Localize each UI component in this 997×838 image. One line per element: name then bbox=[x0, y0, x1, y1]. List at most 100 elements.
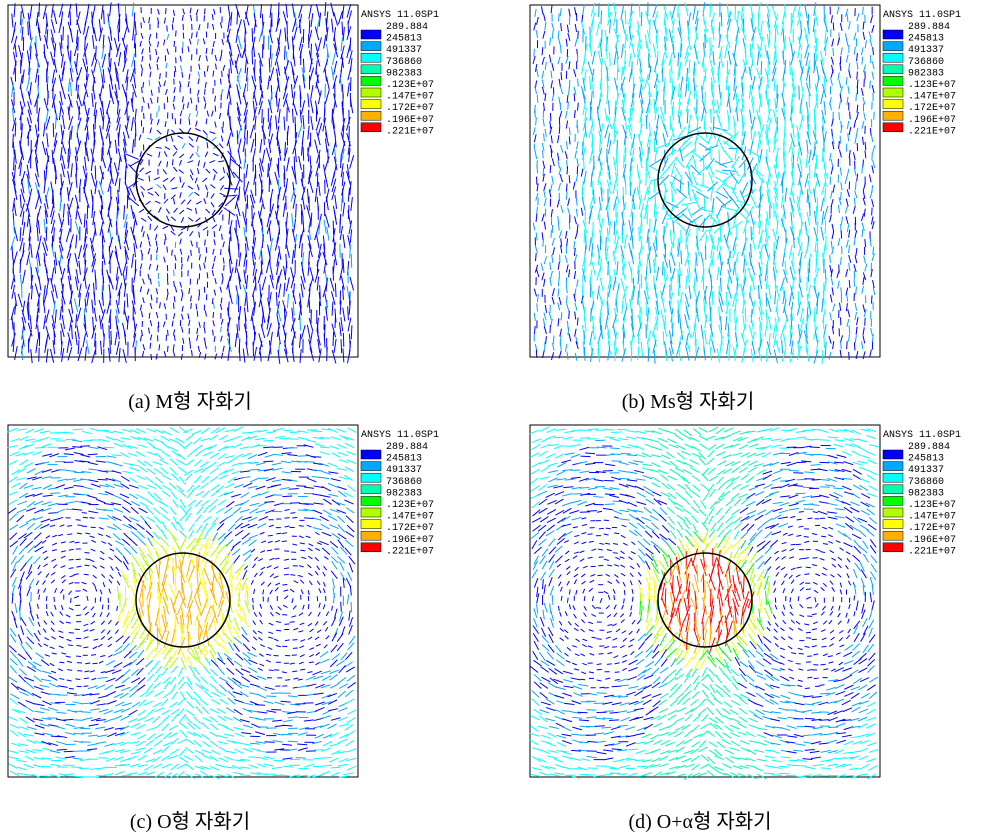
vector-plot: ANSYS 11.0SP1289.88424581349133773686098… bbox=[530, 2, 961, 364]
vector-arrow bbox=[172, 159, 173, 165]
vector-arrow bbox=[149, 80, 150, 86]
vector-arrow bbox=[351, 325, 352, 339]
vector-arrow bbox=[590, 34, 591, 48]
vector-arrow bbox=[769, 30, 770, 44]
vector-arrow bbox=[296, 204, 297, 218]
vector-arrow bbox=[608, 261, 609, 275]
legend-label: .147E+07 bbox=[908, 92, 956, 103]
vector-arrow bbox=[304, 504, 314, 505]
vector-arrow bbox=[175, 118, 176, 124]
vector-arrow bbox=[335, 283, 336, 297]
vector-arrow bbox=[221, 326, 222, 332]
vector-arrow bbox=[351, 602, 352, 612]
vector-arrow bbox=[833, 22, 834, 30]
vector-arrow bbox=[250, 469, 260, 470]
vector-arrow bbox=[196, 31, 197, 37]
vector-arrow bbox=[166, 8, 167, 14]
vector-arrow bbox=[614, 221, 615, 235]
vector-arrow bbox=[553, 30, 554, 38]
vector-arrow bbox=[536, 253, 537, 261]
vector-arrow bbox=[721, 92, 722, 106]
vector-arrow bbox=[104, 10, 105, 24]
vector-arrow bbox=[53, 123, 54, 137]
vector-arrow bbox=[292, 517, 297, 518]
legend-label: .172E+07 bbox=[386, 103, 434, 114]
legend-label: 245813 bbox=[908, 34, 944, 45]
vector-arrow bbox=[263, 461, 273, 462]
vector-arrow bbox=[317, 596, 318, 601]
vector-arrow bbox=[167, 279, 168, 285]
vector-arrow bbox=[872, 207, 873, 215]
legend-swatch bbox=[361, 76, 381, 85]
vector-arrow bbox=[20, 610, 21, 620]
vector-arrow bbox=[90, 518, 95, 519]
vector-arrow bbox=[793, 154, 794, 168]
legend-swatch bbox=[883, 53, 903, 62]
vector-arrow bbox=[76, 520, 81, 521]
legend-swatch bbox=[361, 42, 381, 51]
vector-arrow bbox=[816, 206, 817, 220]
vector-arrow bbox=[809, 75, 810, 89]
vector-arrow bbox=[290, 513, 295, 514]
legend-swatch bbox=[883, 123, 903, 132]
legend-swatch bbox=[883, 42, 903, 51]
vector-arrow bbox=[270, 198, 271, 212]
vector-arrow bbox=[173, 303, 174, 309]
vector-arrow bbox=[268, 535, 273, 536]
vector-arrow bbox=[199, 289, 200, 295]
vector-arrow bbox=[758, 156, 759, 170]
vector-arrow bbox=[857, 72, 858, 80]
vector-arrow bbox=[705, 34, 706, 48]
vector-arrow bbox=[264, 502, 274, 503]
vector-arrow bbox=[290, 575, 295, 576]
legend-swatch bbox=[361, 53, 381, 62]
vector-arrow bbox=[204, 8, 205, 14]
vector-arrow bbox=[559, 126, 560, 134]
vector-arrow bbox=[833, 48, 834, 56]
legend-label: 736860 bbox=[908, 57, 944, 68]
vector-arrow bbox=[67, 526, 72, 527]
vector-arrow bbox=[300, 550, 305, 551]
legend-label: .196E+07 bbox=[386, 115, 434, 126]
vector-arrow bbox=[84, 574, 89, 575]
vector-arrow bbox=[341, 339, 342, 353]
vector-arrow bbox=[174, 41, 175, 47]
vector-arrow bbox=[141, 22, 142, 28]
vector-arrow bbox=[333, 267, 334, 281]
vector-arrow bbox=[142, 70, 143, 76]
vector-arrow bbox=[197, 311, 198, 317]
vector-arrow bbox=[111, 331, 112, 345]
vector-arrow bbox=[825, 42, 826, 56]
vector-arrow bbox=[269, 58, 270, 72]
vector-arrow bbox=[631, 347, 632, 361]
legend-swatch bbox=[883, 88, 903, 97]
caption: (b) Ms형 자화기 bbox=[622, 390, 755, 413]
vector-arrow bbox=[237, 130, 238, 144]
legend-swatch bbox=[361, 88, 381, 97]
vector-arrow bbox=[54, 331, 55, 345]
vector-arrow bbox=[205, 89, 206, 95]
legend-label: .123E+07 bbox=[386, 80, 434, 91]
vector-arrow bbox=[567, 166, 568, 174]
vector-arrow bbox=[206, 247, 207, 253]
vector-arrow bbox=[569, 175, 570, 183]
vector-arrow bbox=[862, 166, 863, 174]
vector-arrow bbox=[776, 154, 777, 168]
vector-arrow bbox=[142, 87, 143, 93]
vector-arrow bbox=[566, 295, 567, 303]
legend-title: ANSYS 11.0SP1 bbox=[361, 10, 439, 21]
legend-label: .123E+07 bbox=[908, 80, 956, 91]
vector-arrow bbox=[183, 33, 184, 39]
vector-arrow bbox=[298, 510, 308, 511]
vector-arrow bbox=[285, 46, 286, 60]
vector-arrow bbox=[134, 13, 135, 27]
vector-arrow bbox=[825, 220, 826, 234]
legend-swatch bbox=[883, 111, 903, 120]
vector-arrow bbox=[309, 20, 310, 34]
legend-swatch bbox=[883, 65, 903, 74]
vector-arrow bbox=[567, 184, 568, 192]
vector-arrow bbox=[197, 146, 198, 152]
vector-arrow bbox=[215, 106, 216, 112]
vector-arrow bbox=[124, 50, 125, 64]
vector-arrow bbox=[276, 630, 281, 631]
